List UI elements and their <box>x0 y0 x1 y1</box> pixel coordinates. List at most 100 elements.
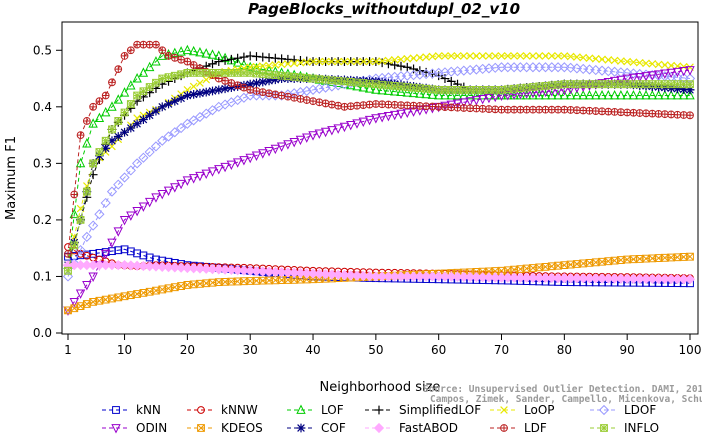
point-loop <box>491 52 500 60</box>
point-kdeos <box>158 285 167 294</box>
point-ldf <box>397 101 405 109</box>
point-odin <box>157 189 167 200</box>
point-ldf <box>554 105 562 114</box>
point-lof <box>452 89 463 100</box>
point-lof <box>69 208 79 219</box>
point-kdeos <box>89 298 98 306</box>
point-loop <box>409 54 418 63</box>
point-ldf <box>497 105 506 114</box>
point-loop <box>202 75 211 84</box>
point-kdeos <box>610 256 619 265</box>
point-inflo <box>290 72 299 81</box>
point-loop <box>265 61 273 70</box>
series-fastabod <box>62 260 696 285</box>
point-odin <box>364 115 375 126</box>
point-odin <box>283 140 293 150</box>
x-tick-label: 70 <box>494 343 509 357</box>
point-simplifiedlof <box>214 57 224 66</box>
point-odin <box>371 114 381 124</box>
point-odin <box>75 289 86 299</box>
point-simplifiedlof <box>409 64 418 74</box>
point-inflo <box>327 76 336 85</box>
point-knn <box>120 245 129 254</box>
point-inflo <box>397 82 405 91</box>
point-inflo <box>667 80 676 89</box>
point-ldf <box>183 57 192 66</box>
point-loop <box>397 55 405 64</box>
point-loop <box>271 61 280 69</box>
point-ldof <box>207 105 218 116</box>
point-odin <box>465 97 475 107</box>
watermark-line-2: Campos, Zimek, Sander, Campello, Micenko… <box>430 394 702 405</box>
point-odin <box>270 144 281 155</box>
point-knn <box>114 246 123 255</box>
point-lof <box>628 89 639 100</box>
point-inflo <box>334 76 343 85</box>
point-ldf <box>346 102 355 111</box>
point-inflo <box>598 80 606 89</box>
legend-item-kdeos: KDEOS <box>187 421 263 434</box>
point-inflo <box>497 85 506 94</box>
legend-label: kNNW <box>221 403 258 417</box>
legend-item-simplifiedlof: SimplifiedLOF <box>365 403 481 417</box>
legend: kNN kNNW LOF SimplifiedLOF LoOP LDOF ODIN KDEOS… <box>102 403 659 434</box>
legend-marker-knnw <box>197 406 205 414</box>
point-ldf <box>321 99 330 108</box>
point-kdeos <box>95 296 104 305</box>
y-tick-label: 0.5 <box>33 43 52 57</box>
y-tick-label: 0.1 <box>33 269 52 283</box>
series-ldf <box>64 40 694 258</box>
point-loop <box>365 57 374 66</box>
point-lof <box>396 86 406 97</box>
point-lof <box>408 87 419 98</box>
point-odin <box>396 109 406 120</box>
point-ldof <box>88 220 99 231</box>
point-ldf <box>315 98 324 107</box>
point-ldof <box>169 127 180 138</box>
point-inflo <box>359 79 368 87</box>
point-lof <box>182 44 193 55</box>
point-cof <box>182 91 192 100</box>
point-lof <box>82 138 92 148</box>
point-lof <box>685 89 695 100</box>
point-ldf <box>447 103 456 112</box>
point-cof <box>685 85 695 95</box>
legend-label: COF <box>321 421 346 434</box>
point-inflo <box>82 187 91 196</box>
point-kdeos <box>535 263 544 272</box>
point-odin <box>666 68 676 79</box>
point-odin <box>459 98 469 108</box>
point-kdeos <box>585 258 594 267</box>
point-kdeos <box>202 279 211 288</box>
point-ldof <box>565 62 576 73</box>
x-tick-label: 100 <box>679 343 702 357</box>
point-inflo <box>158 74 167 83</box>
x-tick-label: 20 <box>180 343 195 357</box>
point-odin <box>245 153 255 164</box>
point-loop <box>604 56 613 64</box>
point-loop <box>560 52 569 60</box>
point-odin <box>609 76 620 87</box>
point-kdeos <box>208 278 217 287</box>
point-inflo <box>686 80 694 89</box>
point-kdeos <box>686 252 694 261</box>
point-cof <box>157 102 167 112</box>
point-lof <box>440 89 450 100</box>
point-odin <box>383 111 394 122</box>
point-ldf <box>365 100 374 109</box>
point-cof <box>113 132 123 141</box>
point-ldof <box>62 271 74 282</box>
point-loop <box>290 59 299 68</box>
point-inflo <box>604 80 613 89</box>
point-odin <box>176 179 186 190</box>
point-inflo <box>642 80 650 89</box>
point-ldf <box>258 88 267 96</box>
point-inflo <box>529 83 537 91</box>
point-odin <box>264 147 274 157</box>
point-loop <box>328 57 336 66</box>
y-tick-label: 0.0 <box>33 326 52 340</box>
point-ldf <box>133 40 142 49</box>
point-knn <box>133 249 142 258</box>
point-loop <box>503 52 512 60</box>
point-ldof <box>622 67 633 78</box>
